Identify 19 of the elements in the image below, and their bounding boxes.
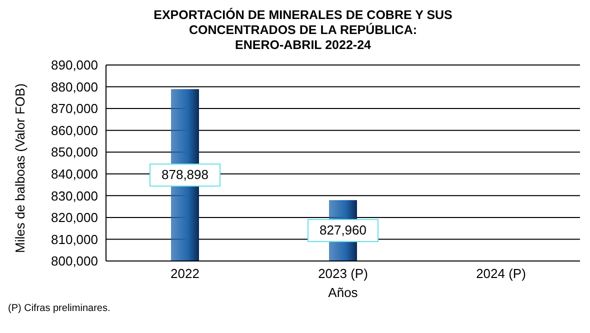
x-tick-label: 2023 (P) — [318, 266, 368, 282]
y-tick-label: 830,000 — [51, 188, 98, 204]
x-tick-label: 2024 (P) — [476, 266, 526, 282]
y-tick-label: 850,000 — [51, 144, 98, 160]
x-axis-title: Años — [328, 285, 358, 300]
y-tick-label: 890,000 — [51, 58, 98, 73]
y-axis-title: Miles de balboas (Valor FOB) — [12, 83, 28, 253]
y-tick-label: 800,000 — [51, 254, 98, 269]
y-tick-label: 820,000 — [51, 210, 98, 226]
y-tick-label: 840,000 — [51, 166, 98, 182]
y-tick-label: 870,000 — [51, 101, 98, 116]
y-tick-label: 810,000 — [51, 232, 98, 247]
text: (P) Cifras preliminares. — [8, 303, 112, 314]
data-label: 827,960 — [320, 222, 366, 238]
data-label: 878,898 — [162, 167, 208, 182]
y-tick-label: 860,000 — [51, 122, 98, 138]
x-tick-label: 2022 — [170, 266, 200, 282]
chart-title: EXPORTACIÓN DE MINERALES DE COBRE Y SUS CONCENTRADOS DE LA REPÚBLICA: ENERO-ABRIL 2022-24 — [154, 8, 452, 52]
y-tick-label: 880,000 — [51, 79, 98, 94]
